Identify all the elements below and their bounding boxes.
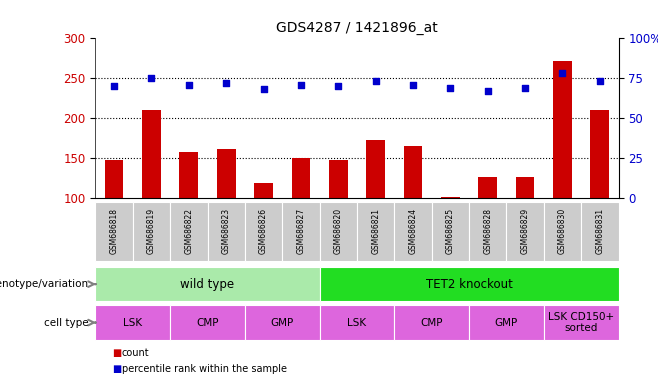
Text: LSK: LSK	[347, 318, 367, 328]
Bar	[441, 197, 460, 198]
Bar	[180, 152, 198, 198]
Bar	[105, 160, 124, 198]
Bar	[320, 202, 357, 261]
Bar	[478, 177, 497, 198]
Point	[146, 75, 157, 81]
Point	[482, 88, 493, 94]
Point	[520, 85, 530, 91]
Text: ■: ■	[112, 364, 121, 374]
Bar	[320, 267, 619, 301]
Text: LSK: LSK	[123, 318, 142, 328]
Bar	[133, 202, 170, 261]
Text: GSM686830: GSM686830	[558, 208, 567, 255]
Text: GSM686820: GSM686820	[334, 208, 343, 255]
Text: GSM686823: GSM686823	[222, 208, 231, 255]
Text: GSM686825: GSM686825	[446, 208, 455, 255]
Bar	[403, 146, 422, 198]
Bar	[357, 202, 394, 261]
Text: CMP: CMP	[420, 318, 443, 328]
Text: LSK CD150+
sorted: LSK CD150+ sorted	[548, 312, 614, 333]
Text: GSM686824: GSM686824	[409, 208, 418, 255]
Text: GSM686821: GSM686821	[371, 209, 380, 254]
Bar	[217, 149, 236, 198]
Text: wild type: wild type	[180, 278, 234, 291]
Point	[557, 70, 568, 76]
Bar	[516, 177, 534, 198]
Point	[221, 80, 232, 86]
Text: GSM686827: GSM686827	[296, 208, 305, 255]
Text: count: count	[122, 348, 149, 358]
Bar	[245, 305, 320, 340]
Bar	[95, 305, 170, 340]
Bar	[507, 202, 544, 261]
Text: GSM686818: GSM686818	[110, 209, 118, 254]
Text: TET2 knockout: TET2 knockout	[426, 278, 513, 291]
Bar	[553, 61, 572, 198]
Bar	[367, 141, 385, 198]
Bar	[320, 305, 394, 340]
Text: GSM686828: GSM686828	[483, 209, 492, 254]
Text: cell type: cell type	[44, 318, 89, 328]
Text: CMP: CMP	[196, 318, 218, 328]
Bar	[254, 184, 273, 198]
Point	[595, 78, 605, 84]
Text: GMP: GMP	[270, 318, 294, 328]
Bar	[142, 110, 161, 198]
Bar	[394, 202, 432, 261]
Bar	[581, 202, 619, 261]
Point	[259, 86, 269, 93]
Point	[370, 78, 381, 84]
Point	[109, 83, 119, 89]
Bar	[469, 305, 544, 340]
Text: ■: ■	[112, 348, 121, 358]
Text: GSM686822: GSM686822	[184, 209, 193, 254]
Text: GSM686829: GSM686829	[520, 208, 530, 255]
Title: GDS4287 / 1421896_at: GDS4287 / 1421896_at	[276, 21, 438, 35]
Text: GSM686819: GSM686819	[147, 208, 156, 255]
Text: GMP: GMP	[495, 318, 518, 328]
Text: GSM686831: GSM686831	[595, 208, 604, 255]
Bar	[291, 158, 311, 198]
Bar	[590, 110, 609, 198]
Point	[184, 81, 194, 88]
Bar	[469, 202, 507, 261]
Point	[408, 81, 418, 88]
Bar	[245, 202, 282, 261]
Point	[445, 85, 455, 91]
Bar	[95, 202, 133, 261]
Bar	[329, 159, 347, 198]
Bar	[95, 267, 320, 301]
Text: GSM686826: GSM686826	[259, 208, 268, 255]
Bar	[544, 305, 619, 340]
Bar	[207, 202, 245, 261]
Bar	[170, 202, 207, 261]
Text: percentile rank within the sample: percentile rank within the sample	[122, 364, 287, 374]
Bar	[394, 305, 469, 340]
Bar	[170, 305, 245, 340]
Bar	[282, 202, 320, 261]
Point	[333, 83, 343, 89]
Text: genotype/variation: genotype/variation	[0, 279, 89, 289]
Bar	[432, 202, 469, 261]
Bar	[544, 202, 581, 261]
Point	[295, 81, 306, 88]
